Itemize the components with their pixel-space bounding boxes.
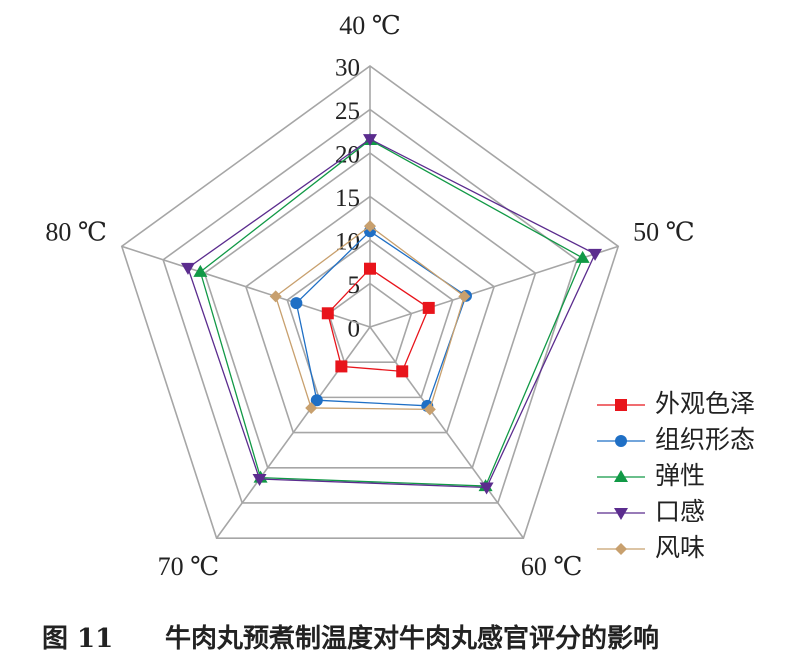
legend-label: 外观色泽 [655,389,755,418]
series-line [327,267,430,373]
grid-line [162,108,578,504]
legend-label: 风味 [655,533,705,562]
marker [305,401,318,414]
legend-label: 组织形态 [655,425,755,454]
spoke [369,245,619,328]
marker [364,220,376,233]
marker [479,482,494,495]
marker [615,543,627,555]
category-label: 80 ℃ [45,218,107,247]
marker [193,264,208,277]
series-line [187,138,596,489]
marker [588,248,603,261]
grid-line [203,152,537,469]
marker [290,297,303,310]
marker [458,290,471,303]
marker [180,262,195,275]
marker [614,470,628,482]
chart-title: 牛肉丸预煮制温度对牛肉丸感官评分的影响 [165,623,659,654]
marker [364,262,376,275]
grid-line [286,239,454,399]
marker [615,435,627,447]
category-label: 50 ℃ [633,218,695,247]
marker [396,365,409,378]
category-label: 60 ℃ [521,552,583,581]
marker [252,474,267,487]
marker [615,399,627,411]
marker [310,394,323,407]
category-label: 70 ℃ [158,552,220,581]
marker [335,360,348,373]
marker [422,301,435,314]
grid-line [327,282,413,363]
marker [575,250,590,263]
marker [269,290,282,303]
grid-line [244,195,496,434]
grid-line [120,65,620,539]
spoke [369,326,525,539]
r-tick-label: 15 [335,185,360,212]
series-line [199,139,584,487]
r-tick-label: 25 [335,98,360,125]
legend-label: 口感 [655,497,705,526]
category-label: 40 ℃ [339,11,401,40]
marker [423,403,436,416]
legend-label: 弹性 [655,461,705,490]
figure-label: 图 11 [42,624,113,654]
marker [363,134,377,147]
r-tick-label: 30 [335,55,360,82]
marker [321,307,334,320]
marker [614,508,628,520]
series-line [274,225,466,411]
